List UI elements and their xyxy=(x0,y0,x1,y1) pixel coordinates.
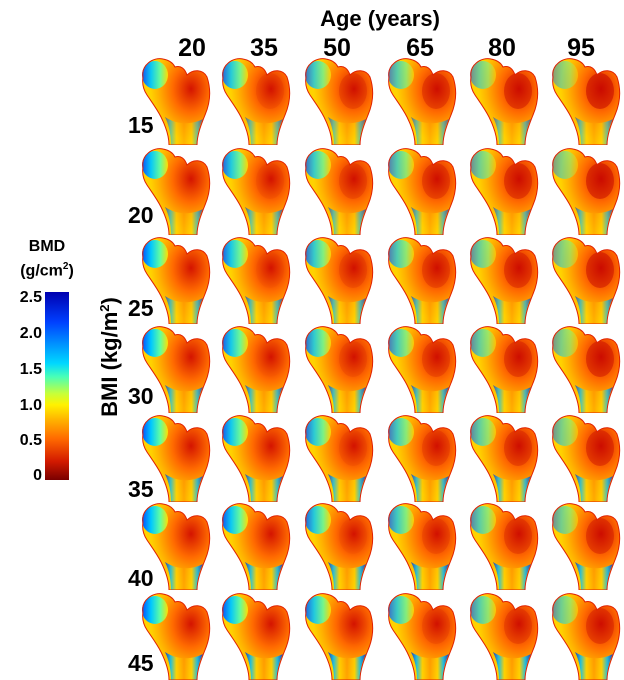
colorbar-tick: 2.0 xyxy=(19,325,42,342)
femur-bmd-map xyxy=(222,593,291,680)
colorbar-title: BMD (g/cm2) xyxy=(6,237,88,281)
femur-bmd-map xyxy=(470,415,539,502)
femur-bmd-map xyxy=(552,593,621,680)
femur-bmd-map xyxy=(142,503,211,590)
femur-bmd-map xyxy=(305,415,374,502)
femur-bmd-map xyxy=(470,237,539,324)
femur-bmd-map xyxy=(552,148,621,235)
femur-bmd-map xyxy=(222,237,291,324)
colorbar-tick: 2.5 xyxy=(19,289,42,306)
femur-bmd-map xyxy=(305,148,374,235)
femur-bmd-map xyxy=(305,503,374,590)
column-axis-title: Age (years) xyxy=(320,6,440,31)
bmi-label: 20 xyxy=(128,202,154,228)
femur-bmd-map xyxy=(142,326,211,413)
femur-bmd-map xyxy=(142,593,211,680)
femur-bmd-map xyxy=(142,415,211,502)
femur-bmd-map xyxy=(222,58,291,145)
age-label: 20 xyxy=(178,34,206,62)
femur-bmd-map xyxy=(305,58,374,145)
colorbar-title-line2: (g/cm2) xyxy=(20,261,74,280)
colorbar-title-line1: BMD xyxy=(28,238,66,255)
femur-bmd-map xyxy=(305,326,374,413)
colorbar-tick: 1.0 xyxy=(19,397,42,414)
femur-bmd-map xyxy=(222,503,291,590)
bmi-label: 30 xyxy=(128,383,154,409)
femur-bmd-map xyxy=(388,148,457,235)
femur-bmd-map xyxy=(222,326,291,413)
femur-bmd-map xyxy=(388,415,457,502)
femur-bmd-map xyxy=(388,503,457,590)
row-axis-title-end: ) xyxy=(97,297,123,305)
femur-bmd-map xyxy=(470,503,539,590)
femur-bmd-map xyxy=(552,503,621,590)
row-axis-title-sup: 2 xyxy=(96,304,112,312)
colorbar-tick: 0 xyxy=(33,467,42,484)
femur-bmd-map xyxy=(470,58,539,145)
femur-bmd-map xyxy=(388,326,457,413)
colorbar xyxy=(45,292,69,480)
femur-bmd-map xyxy=(470,326,539,413)
age-label: 35 xyxy=(250,34,278,62)
femur-bmd-map xyxy=(552,326,621,413)
femur-bmd-map xyxy=(142,148,211,235)
age-label: 80 xyxy=(488,34,516,62)
bmi-label: 25 xyxy=(128,295,154,321)
femur-bmd-map xyxy=(388,593,457,680)
femur-bmd-map xyxy=(222,148,291,235)
age-label: 50 xyxy=(323,34,351,62)
row-axis-title-text: BMI (kg/m xyxy=(97,311,123,417)
bmi-label: 15 xyxy=(128,112,154,138)
femur-bmd-map xyxy=(552,237,621,324)
femur-bmd-map xyxy=(388,237,457,324)
femur-bmd-map xyxy=(305,593,374,680)
age-label: 65 xyxy=(406,34,434,62)
femur-bmd-map xyxy=(388,58,457,145)
row-axis-title: BMI (kg/m2) xyxy=(97,297,123,417)
femur-bmd-map xyxy=(142,58,211,145)
femur-bmd-map xyxy=(552,415,621,502)
bmi-label: 45 xyxy=(128,650,154,676)
bmi-label: 40 xyxy=(128,565,154,591)
femur-bmd-map xyxy=(470,148,539,235)
femur-bmd-map xyxy=(552,58,621,145)
femur-bmd-map xyxy=(470,593,539,680)
femur-bmd-map xyxy=(305,237,374,324)
femur-bmd-map xyxy=(142,237,211,324)
bmi-label: 35 xyxy=(128,476,154,502)
colorbar-tick: 1.5 xyxy=(19,361,42,378)
femur-bmd-map xyxy=(222,415,291,502)
colorbar-tick: 0.5 xyxy=(19,432,42,449)
age-label: 95 xyxy=(567,34,595,62)
